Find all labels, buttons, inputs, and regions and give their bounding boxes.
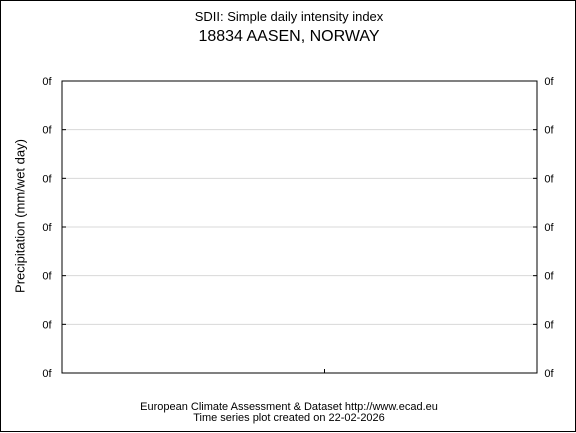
footer-created: Time series plot created on 22-02-2026 [193,412,385,424]
y-tick-label-left: 0f [42,368,52,380]
y-tick-label-right: 0f [544,271,554,283]
plot-border [61,80,538,374]
chart-subtitle: 18834 AASEN, NORWAY [198,28,380,45]
y-tick-label-left: 0f [42,319,52,331]
y-tick-label-right: 0f [544,125,554,137]
y-tick-label-right: 0f [544,368,554,380]
footer-source: European Climate Assessment & Dataset ht… [140,401,438,413]
y-tick-label-right: 0f [544,173,554,185]
chart-title: SDII: Simple daily intensity index [194,9,384,24]
y-tick-label-right: 0f [544,76,554,88]
y-tick-label-right: 0f [544,222,554,234]
y-tick-label-left: 0f [42,173,52,185]
y-tick-label-left: 0f [42,76,52,88]
y-tick-label-left: 0f [42,125,52,137]
y-tick-label-right: 0f [544,319,554,331]
y-tick-label-left: 0f [42,222,52,234]
y-tick-label-left: 0f [42,271,52,283]
